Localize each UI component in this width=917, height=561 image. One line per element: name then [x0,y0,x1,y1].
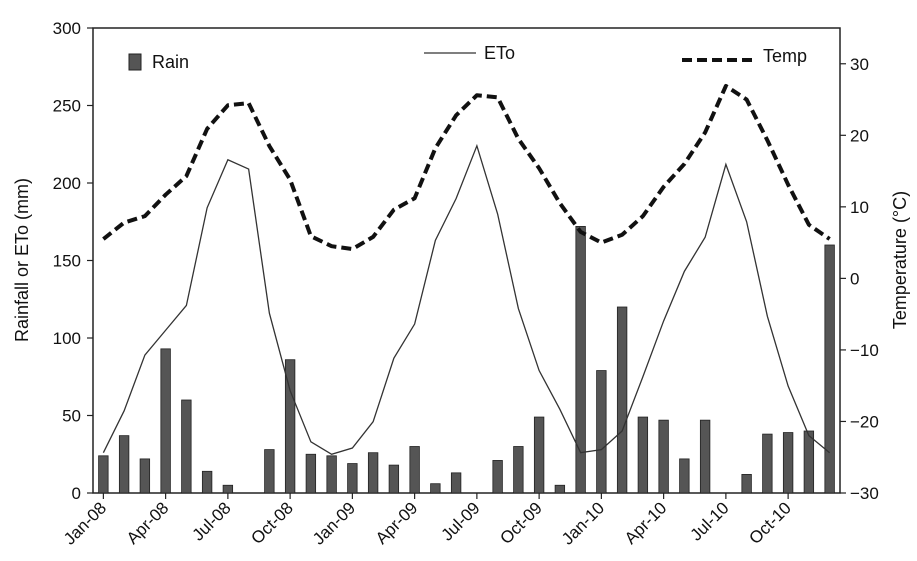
plot-area [92,27,841,494]
legend-rain-label: Rain [152,52,189,72]
y2-tick-label: 10 [850,198,869,217]
x-axis-ticks: Jan-08 Apr-08 Jul-08 Oct-08 Jan-09 Apr-09 Jul-… [60,493,795,549]
x-tick-label: Jul-08 [189,498,235,544]
y-tick-label: 150 [53,252,81,271]
rain-bars [98,225,835,494]
y-tick-label: 200 [53,174,81,193]
x-tick-label: Oct-10 [745,498,795,548]
rain-bar-jul-08 [222,484,234,494]
rain-bar-nov-08 [305,453,317,494]
rain-bar-jan-10 [596,370,607,494]
temp-line [102,83,831,252]
legend-eto-label: ETo [484,43,515,63]
x-tick-label: Apr-08 [123,498,173,548]
y-axis-title: Rainfall or ETo (mm) [12,178,32,342]
y-axis-ticks: 0 50 100 150 200 250 300 [53,19,93,503]
eto-line [102,143,831,455]
rain-bar-jun-08 [201,470,213,494]
rain-bar-apr-08 [160,348,171,494]
rain-bar-may-09 [430,483,441,494]
y-tick-label: 50 [62,407,81,426]
rain-bar-mar-10 [637,416,649,494]
y2-tick-label: 30 [850,55,869,74]
legend: Rain ETo Temp [128,43,807,72]
y-tick-label: 250 [53,97,81,116]
y-tick-label: 0 [72,484,81,503]
rain-bar-may-10 [679,458,690,494]
rain-bar-nov-10 [803,430,815,494]
rain-bar-apr-10 [658,419,669,494]
y2-tick-label: −20 [850,412,879,431]
rain-bar-mar-08 [139,458,151,494]
x-tick-label: Apr-09 [372,498,422,548]
x-tick-label: Oct-09 [496,498,546,548]
x-tick-label: Jan-10 [558,498,608,548]
x-tick-label: Jan-09 [309,498,359,548]
lines [102,83,831,455]
plot-frame [92,27,841,494]
y2-tick-label: −30 [850,484,879,503]
rain-bar-aug-09 [492,460,503,494]
rain-bar-sep-08 [264,449,275,494]
rain-bar-feb-10 [616,306,628,494]
rain-bar-sep-10 [762,433,773,494]
y2-tick-label: 0 [850,269,859,288]
y2-tick-label: 20 [850,126,869,145]
rain-bar-oct-10 [782,432,794,494]
rain-bar-sep-09 [513,446,524,494]
y2-axis-title: Temperature (°C) [890,191,910,329]
x-tick-label: Oct-08 [247,498,297,548]
y2-axis-ticks: −30 −20 −10 0 10 20 30 [840,55,879,503]
rain-bar-dec-10 [824,244,835,494]
rain-bar-feb-09 [367,452,379,494]
rain-bar-oct-09 [533,416,545,494]
rain-bar-apr-09 [409,446,420,494]
legend-temp-label: Temp [763,46,807,66]
y-tick-label: 100 [53,329,81,348]
rain-bar-mar-09 [388,464,400,494]
rain-bar-jan-09 [347,463,358,494]
rain-bar-feb-08 [118,435,130,494]
rain-bar-aug-10 [741,473,752,494]
rain-bar-dec-09 [575,225,586,494]
legend-rain-swatch [128,53,142,71]
rain-bar-jun-10 [699,419,711,494]
x-tick-label: Apr-10 [621,498,671,548]
y-tick-label: 300 [53,19,81,38]
rain-bar-dec-08 [326,455,337,494]
rain-bar-jun-09 [450,472,462,494]
y2-tick-label: −10 [850,341,879,360]
x-tick-label: Jul-10 [687,498,733,544]
rain-bar-nov-09 [554,484,566,494]
x-tick-label: Jan-08 [60,498,110,548]
x-tick-label: Jul-09 [438,498,484,544]
rain-bar-may-08 [181,399,192,494]
rain-bar-jan-08 [98,455,109,494]
